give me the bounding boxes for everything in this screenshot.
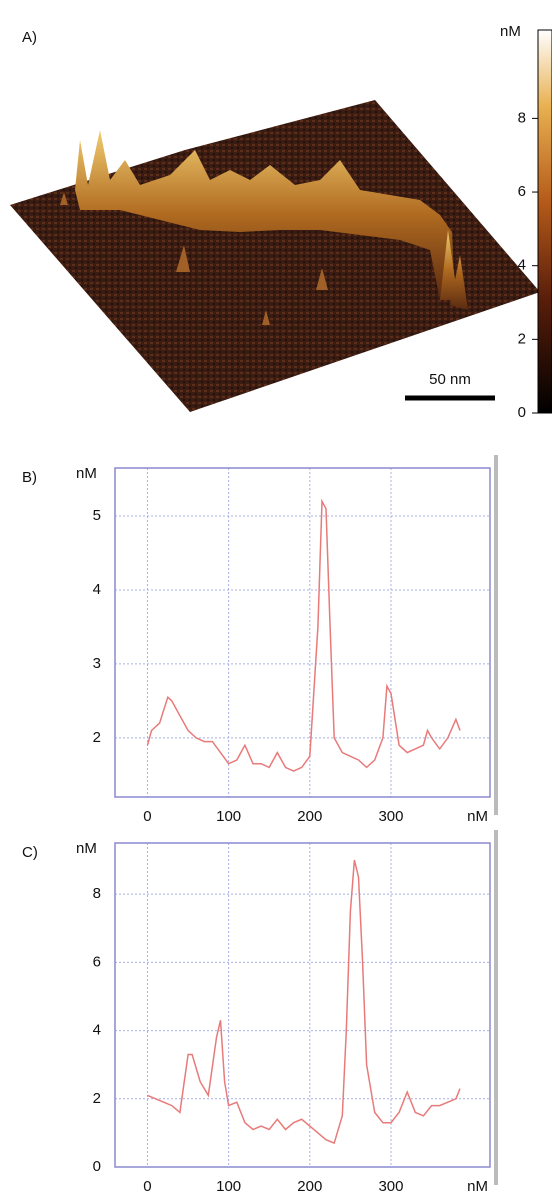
y-tick-label: 4 xyxy=(93,581,101,598)
y-tick-label: 5 xyxy=(93,507,101,524)
surface xyxy=(10,100,540,412)
divider xyxy=(494,455,498,815)
colorbar-tick-label: 8 xyxy=(518,109,526,126)
colorbar-label: nM xyxy=(500,23,521,40)
panel-label: C) xyxy=(22,844,38,861)
divider xyxy=(494,830,498,1185)
y-tick-label: 2 xyxy=(93,1090,101,1107)
x-tick-label: 0 xyxy=(143,808,151,825)
y-axis-label: nM xyxy=(76,840,97,857)
colorbar-tick-label: 4 xyxy=(518,257,526,274)
y-tick-label: 6 xyxy=(93,953,101,970)
panel-label: A) xyxy=(22,29,37,46)
ridge xyxy=(75,130,455,300)
data-line xyxy=(146,498,461,772)
y-tick-label: 2 xyxy=(93,729,101,746)
plot-frame xyxy=(114,842,491,1168)
panel-label: B) xyxy=(22,469,37,486)
y-tick-label: 8 xyxy=(93,885,101,902)
plot-frame xyxy=(114,467,491,798)
y-tick-label: 0 xyxy=(93,1158,101,1175)
x-tick-label: 200 xyxy=(297,1178,322,1195)
y-tick-label: 4 xyxy=(93,1022,101,1039)
colorbar-tick-label: 6 xyxy=(518,183,526,200)
y-tick-label: 3 xyxy=(93,655,101,672)
y-axis-label: nM xyxy=(76,465,97,482)
colorbar-tick-label: 0 xyxy=(518,404,526,421)
x-tick-label: 100 xyxy=(216,808,241,825)
x-tick-label: 100 xyxy=(216,1178,241,1195)
ridge-peak xyxy=(440,230,468,310)
colorbar xyxy=(537,29,552,414)
x-tick-label: 200 xyxy=(297,808,322,825)
x-tick-label: 300 xyxy=(378,1178,403,1195)
x-tick-label: 300 xyxy=(378,808,403,825)
data-line xyxy=(147,859,461,1145)
x-axis-label: nM xyxy=(467,808,488,825)
x-tick-label: 0 xyxy=(143,1178,151,1195)
scale-bar-label: 50 nm xyxy=(429,371,471,388)
colorbar-tick-label: 2 xyxy=(518,330,526,347)
x-axis-label: nM xyxy=(467,1178,488,1195)
